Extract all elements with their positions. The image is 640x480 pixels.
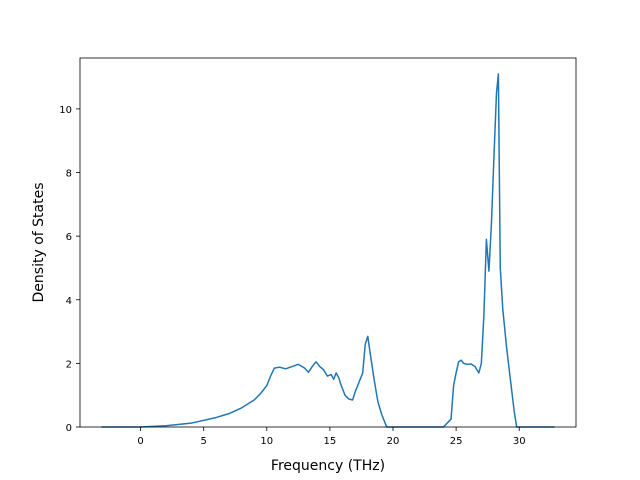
- x-tick-label: 5: [200, 436, 206, 447]
- y-tick-label: 2: [66, 359, 72, 370]
- axes-frame: [79, 57, 577, 428]
- x-tick-label: 25: [450, 436, 463, 447]
- x-axis-label: Frequency (THz): [271, 458, 385, 474]
- x-tick-label: 0: [137, 436, 143, 447]
- y-axis-label: Density of States: [31, 183, 47, 303]
- y-tick-label: 6: [66, 232, 72, 243]
- y-axis: 0 2 4 6 8 10: [59, 105, 80, 434]
- y-tick-label: 0: [66, 423, 72, 434]
- x-tick-label: 15: [324, 436, 337, 447]
- y-tick-label: 4: [66, 296, 72, 307]
- x-axis: 0 5 10 15 20 25 30: [137, 427, 526, 447]
- dos-series-line-0: [101, 73, 555, 428]
- y-tick-label: 8: [66, 169, 72, 180]
- x-tick-label: 30: [513, 436, 526, 447]
- x-tick-label: 20: [387, 436, 400, 447]
- plot-area: [101, 73, 555, 428]
- y-tick-label: 10: [59, 105, 72, 116]
- x-tick-label: 10: [260, 436, 273, 447]
